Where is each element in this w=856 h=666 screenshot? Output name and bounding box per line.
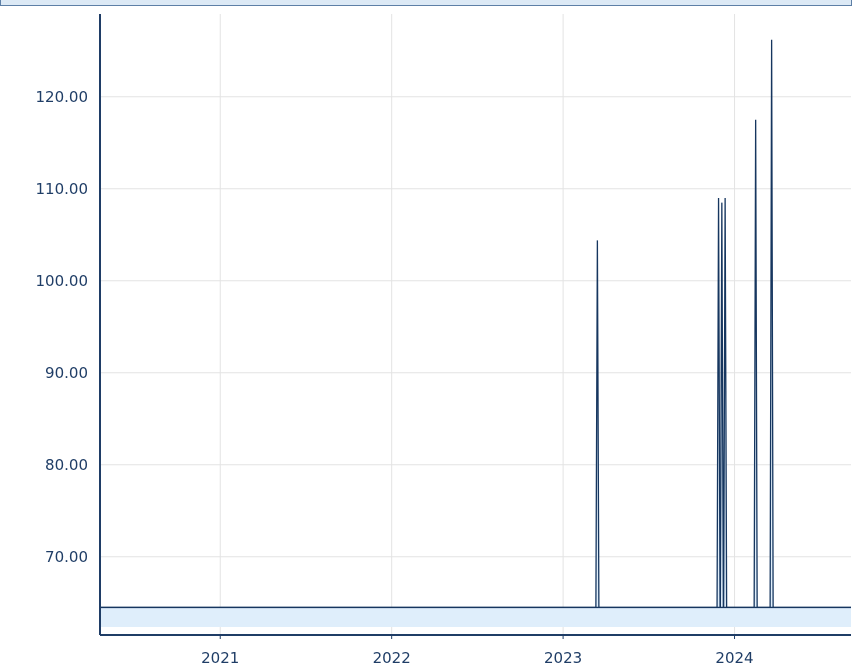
y-tick-label: 120.00 — [36, 88, 89, 106]
grid-lines — [100, 14, 851, 635]
data-spike — [595, 240, 600, 609]
data-spike — [722, 197, 728, 609]
chart-top-frame — [0, 0, 852, 6]
x-tick-label: 2024 — [715, 649, 753, 666]
y-tick-label: 100.00 — [36, 272, 89, 290]
data-spike — [716, 197, 721, 609]
data-spike — [769, 39, 774, 609]
data-spike — [719, 202, 724, 609]
data-spike — [753, 119, 758, 609]
series-spikes — [595, 39, 774, 609]
y-tick-label: 110.00 — [36, 180, 89, 198]
axes — [99, 14, 851, 639]
x-axis-tick-labels: 2021 2022 2023 2024 — [201, 649, 753, 666]
y-tick-label: 70.00 — [45, 548, 88, 566]
baseline-band — [100, 606, 851, 627]
baseline-fill — [100, 607, 851, 627]
y-axis-tick-labels: 70.00 80.00 90.00 100.00 110.00 120.00 — [36, 88, 89, 566]
x-tick-label: 2023 — [544, 649, 582, 666]
x-tick-label: 2022 — [373, 649, 411, 666]
y-tick-label: 90.00 — [45, 364, 88, 382]
y-tick-label: 80.00 — [45, 456, 88, 474]
x-tick-label: 2021 — [201, 649, 239, 666]
